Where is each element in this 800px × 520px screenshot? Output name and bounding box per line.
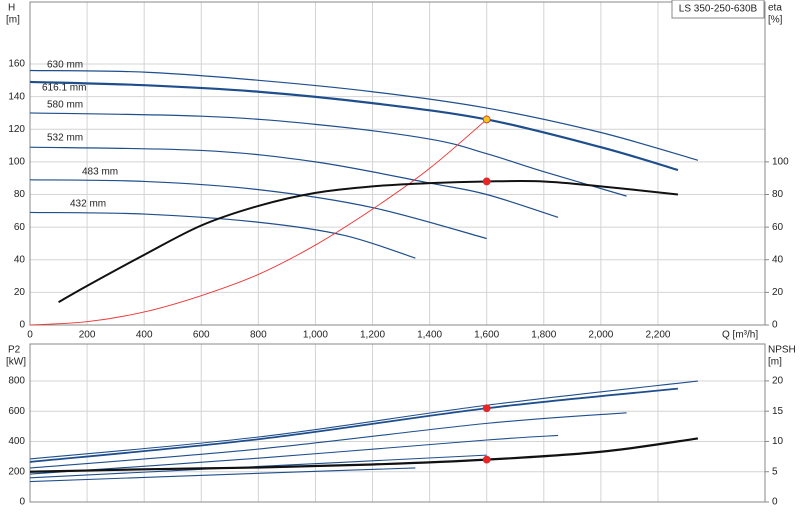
x-tick-label: 200	[79, 330, 96, 341]
y2-tick-label: 60	[772, 222, 784, 233]
y2-axis-unit: [%]	[768, 15, 783, 26]
y2-tick-label: 20	[772, 287, 784, 298]
operating-point	[482, 115, 491, 124]
y2-tick-label: 20	[772, 376, 784, 387]
y-axis-label: P2	[8, 345, 21, 356]
y-tick-label: 200	[8, 466, 25, 477]
y2-tick-label: 40	[772, 254, 784, 265]
y-tick-label: 0	[19, 320, 25, 331]
legend-box	[671, 0, 765, 19]
curve	[29, 179, 487, 240]
operating-point	[482, 177, 491, 186]
y2-tick-label: 0	[772, 320, 778, 331]
y-tick-label: 100	[8, 157, 25, 168]
y2-tick-label: 80	[772, 189, 784, 200]
y2-tick-label: 10	[772, 436, 784, 447]
y-tick-label: 60	[14, 222, 26, 233]
y2-axis-label: eta	[768, 3, 782, 14]
y2-tick-label: 15	[772, 406, 784, 417]
curve-label: 483 mm	[82, 167, 118, 178]
curve	[29, 112, 627, 197]
x-tick-label: 1,600	[474, 330, 499, 341]
y-tick-label: 20	[14, 287, 26, 298]
x-tick-label: 600	[193, 330, 210, 341]
x-axis-label: Q [m³/h]	[722, 330, 758, 341]
y-tick-label: 800	[8, 376, 25, 387]
y2-tick-label: 100	[772, 157, 789, 168]
y-axis-unit: [m]	[6, 15, 20, 26]
curve-label: 630 mm	[47, 60, 83, 71]
y-tick-label: 140	[8, 91, 25, 102]
y-tick-label: 120	[8, 124, 25, 135]
plot-frame	[29, 343, 766, 503]
curve	[29, 467, 416, 483]
y2-axis-unit: [m]	[768, 357, 782, 368]
x-tick-label: 1,400	[417, 330, 442, 341]
operating-point	[482, 455, 491, 464]
curve	[29, 437, 699, 473]
y-tick-label: 400	[8, 436, 25, 447]
curve	[29, 146, 559, 218]
operating-point	[482, 404, 491, 413]
y-axis-label: H	[8, 3, 15, 14]
x-tick-label: 2,000	[588, 330, 613, 341]
legend-title: LS 350-250-630B	[679, 4, 758, 15]
curve	[58, 180, 679, 304]
curve	[29, 387, 679, 463]
curve	[29, 434, 559, 475]
y-tick-label: 40	[14, 254, 26, 265]
x-tick-label: 1,800	[531, 330, 556, 341]
y-tick-label: 0	[19, 497, 25, 508]
curve	[29, 119, 487, 326]
plot-frame	[29, 1, 766, 326]
curve	[29, 80, 679, 172]
curve	[29, 380, 698, 460]
y2-tick-label: 0	[772, 497, 778, 508]
curve-label: 532 mm	[47, 133, 83, 144]
y-tick-label: 600	[8, 406, 25, 417]
curve	[29, 69, 699, 161]
x-tick-label: 0	[27, 330, 33, 341]
curve	[29, 211, 416, 259]
y-tick-label: 80	[14, 189, 26, 200]
curve-label: 432 mm	[70, 199, 106, 210]
curve	[29, 412, 627, 469]
x-tick-label: 2,200	[645, 330, 670, 341]
y-axis-unit: [kW]	[6, 357, 26, 368]
y-tick-label: 160	[8, 59, 25, 70]
y2-axis-label: NPSH	[768, 345, 796, 356]
x-tick-label: 400	[136, 330, 153, 341]
y2-tick-label: 5	[772, 466, 778, 477]
curve-label: 616.1 mm	[42, 83, 86, 94]
curve-label: 580 mm	[47, 100, 83, 111]
x-tick-label: 1,000	[303, 330, 328, 341]
x-tick-label: 1,200	[360, 330, 385, 341]
x-tick-label: 800	[250, 330, 267, 341]
